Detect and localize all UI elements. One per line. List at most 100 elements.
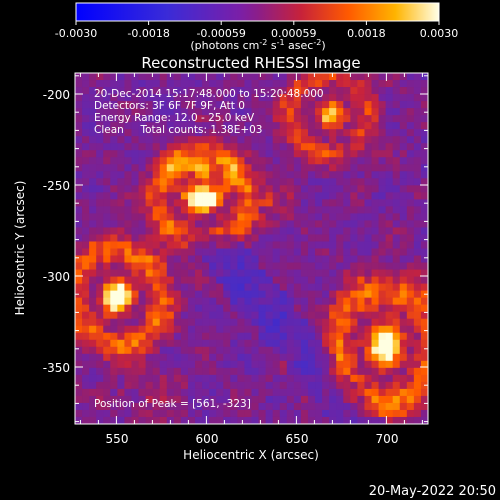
heatmap-pixel xyxy=(96,276,104,284)
heatmap-pixel xyxy=(329,178,337,186)
heatmap-pixel xyxy=(265,416,274,424)
heatmap-pixel xyxy=(173,360,182,369)
heatmap-pixel xyxy=(230,339,238,348)
heatmap-pixel xyxy=(152,136,161,144)
heatmap-pixel xyxy=(258,402,267,411)
heatmap-pixel xyxy=(131,346,139,355)
heatmap-pixel xyxy=(187,269,196,277)
heatmap-pixel xyxy=(336,227,344,235)
heatmap-pixel xyxy=(131,332,139,341)
heatmap-pixel xyxy=(350,108,358,116)
heatmap-pixel xyxy=(152,150,161,158)
heatmap-pixel xyxy=(124,360,132,369)
heatmap-pixel xyxy=(110,199,118,207)
heatmap-pixel xyxy=(293,108,302,116)
heatmap-pixel xyxy=(371,304,379,313)
heatmap-pixel xyxy=(202,367,210,376)
heatmap-pixel xyxy=(230,143,238,151)
heatmap-pixel xyxy=(392,185,401,193)
heatmap-pixel xyxy=(265,283,274,292)
heatmap-pixel xyxy=(286,199,295,207)
heatmap-pixel xyxy=(103,262,111,270)
heatmap-pixel xyxy=(152,80,161,88)
heatmap-pixel xyxy=(230,94,238,102)
heatmap-pixel xyxy=(89,101,97,109)
heatmap-pixel xyxy=(244,283,252,292)
heatmap-pixel xyxy=(300,101,309,109)
heatmap-pixel xyxy=(159,311,168,320)
heatmap-pixel xyxy=(258,283,267,292)
heatmap-pixel xyxy=(187,290,196,299)
heatmap-pixel xyxy=(420,416,428,424)
heatmap-pixel xyxy=(117,73,125,81)
heatmap-pixel xyxy=(265,262,274,270)
info-overlay: 20-Dec-2014 15:17:48.000 to 15:20:48.000… xyxy=(94,88,324,136)
heatmap-pixel xyxy=(413,94,422,102)
info-line: Detectors: 3F 6F 7F 9F, Att 0 xyxy=(94,100,245,112)
heatmap-pixel xyxy=(293,220,302,228)
heatmap-pixel xyxy=(223,115,231,123)
heatmap-pixel xyxy=(272,192,281,200)
heatmap-pixel xyxy=(187,178,196,186)
heatmap-pixel xyxy=(307,318,316,327)
heatmap-pixel xyxy=(293,185,302,193)
heatmap-pixel xyxy=(75,248,83,256)
heatmap-pixel xyxy=(117,157,125,165)
heatmap-pixel xyxy=(293,325,302,334)
heatmap-pixel xyxy=(89,381,97,390)
heatmap-pixel xyxy=(286,171,295,179)
heatmap-pixel xyxy=(378,129,387,137)
heatmap-pixel xyxy=(293,73,302,81)
heatmap-pixel xyxy=(406,409,415,418)
heatmap-pixel xyxy=(371,255,379,263)
heatmap-pixel xyxy=(195,325,203,334)
heatmap-pixel xyxy=(124,276,132,284)
heatmap-pixel xyxy=(195,269,203,277)
heatmap-pixel xyxy=(187,395,196,404)
heatmap-pixel xyxy=(371,409,379,418)
heatmap-pixel xyxy=(103,136,111,144)
heatmap-pixel xyxy=(265,115,274,123)
heatmap-pixel xyxy=(329,318,337,327)
plot-frame xyxy=(74,72,429,425)
heatmap-pixel xyxy=(399,94,408,102)
heatmap-pixel xyxy=(350,115,358,123)
heatmap-pixel xyxy=(406,297,415,306)
heatmap-pixel xyxy=(244,80,252,88)
heatmap-pixel xyxy=(173,157,182,165)
heatmap-pixel xyxy=(180,115,189,123)
heatmap-pixel xyxy=(202,115,210,123)
heatmap-pixel xyxy=(300,122,309,130)
heatmap-pixel xyxy=(124,248,132,256)
heatmap-pixel xyxy=(96,220,104,228)
heatmap-pixel xyxy=(202,122,210,130)
heatmap-pixel xyxy=(96,416,104,424)
heatmap-pixel xyxy=(195,311,203,320)
heatmap-pixel xyxy=(187,185,196,193)
heatmap-pixel xyxy=(138,227,146,235)
heatmap-pixel xyxy=(131,402,139,411)
heatmap-pixel xyxy=(420,164,428,172)
heatmap-pixel xyxy=(251,80,259,88)
heatmap-pixel xyxy=(307,122,316,130)
heatmap-pixel xyxy=(300,192,309,200)
heatmap-pixel xyxy=(272,87,281,95)
heatmap-pixel xyxy=(237,129,245,137)
heatmap-pixel xyxy=(103,395,111,404)
heatmap-pixel xyxy=(371,353,379,362)
heatmap-pixel xyxy=(371,388,379,397)
heatmap-pixel xyxy=(82,87,90,95)
heatmap-pixel xyxy=(329,241,337,249)
heatmap-pixel xyxy=(258,171,267,179)
heatmap-pixel xyxy=(251,290,259,299)
info-line: 20-Dec-2014 15:17:48.000 to 15:20:48.000 xyxy=(94,88,324,100)
heatmap-pixel xyxy=(187,353,196,362)
heatmap-pixel xyxy=(131,339,139,348)
heatmap-pixel xyxy=(89,283,97,292)
heatmap-pixel xyxy=(138,248,146,256)
heatmap-pixel xyxy=(286,255,295,263)
heatmap-pixel xyxy=(265,101,274,109)
heatmap-pixel xyxy=(251,297,259,306)
heatmap-pixel xyxy=(336,374,344,383)
heatmap-pixel xyxy=(216,332,224,341)
